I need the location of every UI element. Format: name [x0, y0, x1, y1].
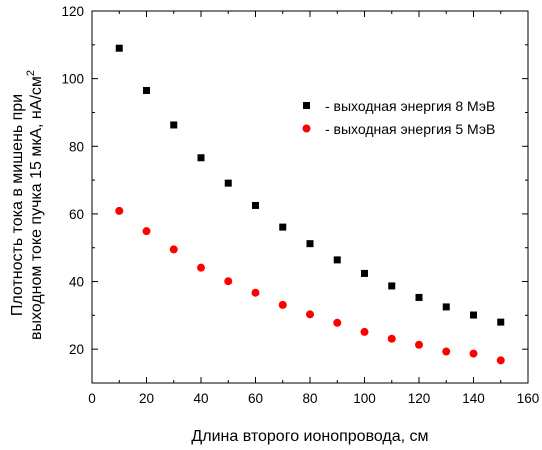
x-tick-label: 120 — [408, 391, 431, 406]
data-point-5mev — [115, 206, 124, 215]
data-point-8mev — [115, 44, 123, 52]
legend-marker-8mev — [303, 102, 310, 109]
data-point-5mev — [224, 277, 233, 286]
data-point-5mev — [442, 347, 451, 356]
x-tick-label: 80 — [302, 391, 317, 406]
y-axis-title-line1: Плотность тока в мишень при — [9, 94, 26, 316]
y-axis-title-superscript: 2 — [25, 70, 37, 76]
data-point-5mev — [142, 227, 151, 236]
legend-label-8mev: - выходная энергия 8 МэВ — [325, 98, 495, 114]
data-point-8mev — [197, 154, 205, 162]
x-tick-label: 100 — [353, 391, 376, 406]
y-axis: 20 40 60 80 100 120 — [61, 4, 528, 384]
data-point-8mev — [497, 318, 505, 326]
y-tick-label: 40 — [69, 275, 84, 290]
data-markers — [115, 44, 505, 365]
data-point-8mev — [224, 179, 232, 187]
data-point-8mev — [388, 282, 396, 290]
x-tick-label: 0 — [88, 391, 96, 406]
x-tick-label: 20 — [139, 391, 154, 406]
data-point-8mev — [306, 240, 314, 248]
y-tick-label: 20 — [69, 342, 84, 357]
x-tick-label: 160 — [517, 391, 540, 406]
data-point-5mev — [469, 349, 478, 358]
data-point-8mev — [415, 293, 423, 301]
y-tick-label: 60 — [69, 207, 84, 222]
y-axis-title: Плотность тока в мишень при выходном ток… — [9, 70, 45, 340]
data-point-5mev — [360, 327, 369, 336]
legend-marker-5mev — [302, 124, 311, 133]
data-point-8mev — [170, 121, 178, 129]
y-axis-title-line2: выходном токе пучка 15 мкА, нА/см2 — [25, 70, 45, 340]
data-point-8mev — [333, 256, 341, 264]
plot-area — [91, 10, 529, 384]
plot-frame — [91, 10, 529, 384]
data-point-8mev — [361, 269, 368, 277]
data-point-5mev — [333, 318, 342, 327]
data-point-5mev — [306, 310, 314, 319]
data-point-5mev — [415, 340, 423, 349]
data-point-8mev — [252, 201, 259, 209]
data-point-8mev — [442, 303, 450, 311]
x-axis: 0 20 40 60 80 100 120 140 160 — [88, 11, 539, 406]
y-tick-label: 120 — [61, 4, 84, 19]
data-point-5mev — [251, 288, 260, 297]
x-tick-label: 140 — [462, 391, 485, 406]
x-tick-label: 40 — [193, 391, 208, 406]
data-point-8mev — [279, 223, 287, 231]
data-point-5mev — [278, 300, 287, 309]
data-point-8mev — [470, 311, 477, 319]
legend-label-5mev: - выходная энергия 5 МэВ — [325, 121, 495, 137]
y-tick-label: 100 — [61, 72, 84, 87]
data-point-5mev — [169, 245, 178, 254]
y-axis-title-line2-main: выходном токе пучка 15 мкА, нА/см — [28, 76, 45, 340]
data-point-5mev — [387, 334, 396, 343]
legend: - выходная энергия 8 МэВ - выходная энер… — [302, 98, 495, 137]
x-axis-title: Длина второго ионопровода, см — [191, 428, 428, 445]
data-point-5mev — [496, 356, 505, 365]
y-tick-label: 80 — [69, 139, 84, 154]
data-point-8mev — [143, 86, 150, 94]
data-point-5mev — [197, 263, 205, 272]
x-tick-label: 60 — [248, 391, 263, 406]
